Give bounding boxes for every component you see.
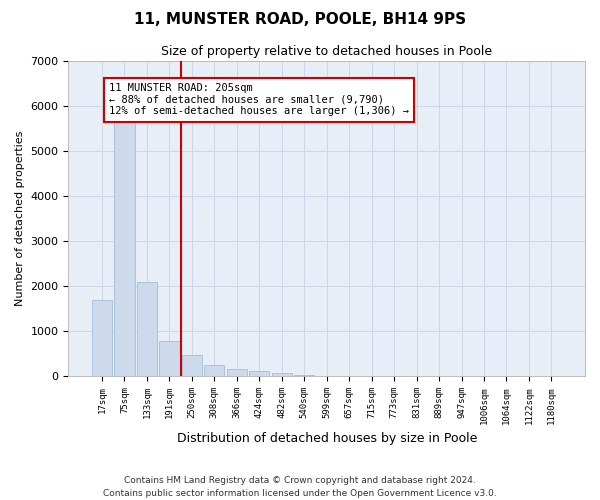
Bar [182,354,202,376]
Title: Size of property relative to detached houses in Poole: Size of property relative to detached ho… [161,45,492,58]
Text: Contains HM Land Registry data © Crown copyright and database right 2024.
Contai: Contains HM Land Registry data © Crown c… [103,476,497,498]
Bar [204,364,224,376]
Bar [294,375,314,376]
Bar [272,374,292,376]
Bar [249,372,269,376]
Y-axis label: Number of detached properties: Number of detached properties [15,130,25,306]
Bar [159,341,179,376]
Bar [227,370,247,376]
Bar [137,282,157,376]
Bar [115,117,134,376]
Text: 11, MUNSTER ROAD, POOLE, BH14 9PS: 11, MUNSTER ROAD, POOLE, BH14 9PS [134,12,466,28]
X-axis label: Distribution of detached houses by size in Poole: Distribution of detached houses by size … [176,432,477,445]
Text: 11 MUNSTER ROAD: 205sqm
← 88% of detached houses are smaller (9,790)
12% of semi: 11 MUNSTER ROAD: 205sqm ← 88% of detache… [109,83,409,116]
Bar [92,300,112,376]
